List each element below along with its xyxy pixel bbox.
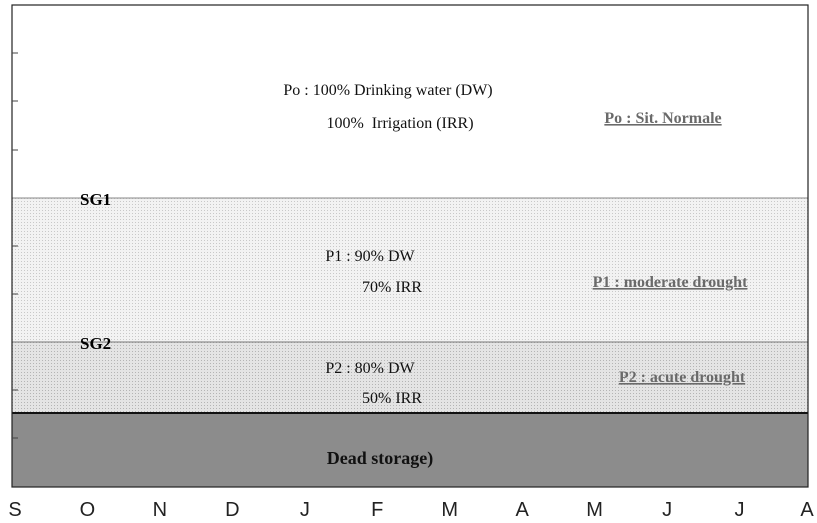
- zone-text: Po : 100% Drinking water (DW): [283, 82, 492, 99]
- month-label: F: [371, 499, 383, 521]
- month-label: O: [80, 499, 96, 521]
- zone-text: P2 : 80% DW: [325, 360, 415, 377]
- zone-label: Dead storage): [327, 448, 433, 469]
- month-label: M: [586, 499, 603, 521]
- month-label: A: [516, 499, 530, 521]
- month-label: A: [800, 499, 814, 521]
- zone-moderate: [12, 198, 808, 342]
- zone-text: 70% IRR: [362, 279, 422, 296]
- month-label: S: [8, 499, 21, 521]
- zone-text: 100% Irrigation (IRR): [326, 115, 473, 132]
- zone-acute: [12, 342, 808, 413]
- zone-text: 50% IRR: [362, 390, 422, 407]
- month-label: M: [441, 499, 458, 521]
- boundary-label: SG2: [80, 334, 111, 353]
- month-label: D: [225, 499, 239, 521]
- zone-dead: [12, 413, 808, 487]
- zone-label: P1 : moderate drought: [593, 274, 748, 291]
- boundary-label: SG1: [80, 190, 111, 209]
- zone-label: P2 : acute drought: [619, 369, 746, 386]
- month-label: N: [153, 499, 167, 521]
- axis-ticks: [12, 52, 18, 439]
- zone-text: P1 : 90% DW: [325, 248, 415, 265]
- month-label: J: [735, 499, 745, 521]
- month-label: J: [662, 499, 672, 521]
- month-label: J: [300, 499, 310, 521]
- zone-normal: [12, 5, 808, 198]
- zone-label: Po : Sit. Normale: [604, 110, 721, 127]
